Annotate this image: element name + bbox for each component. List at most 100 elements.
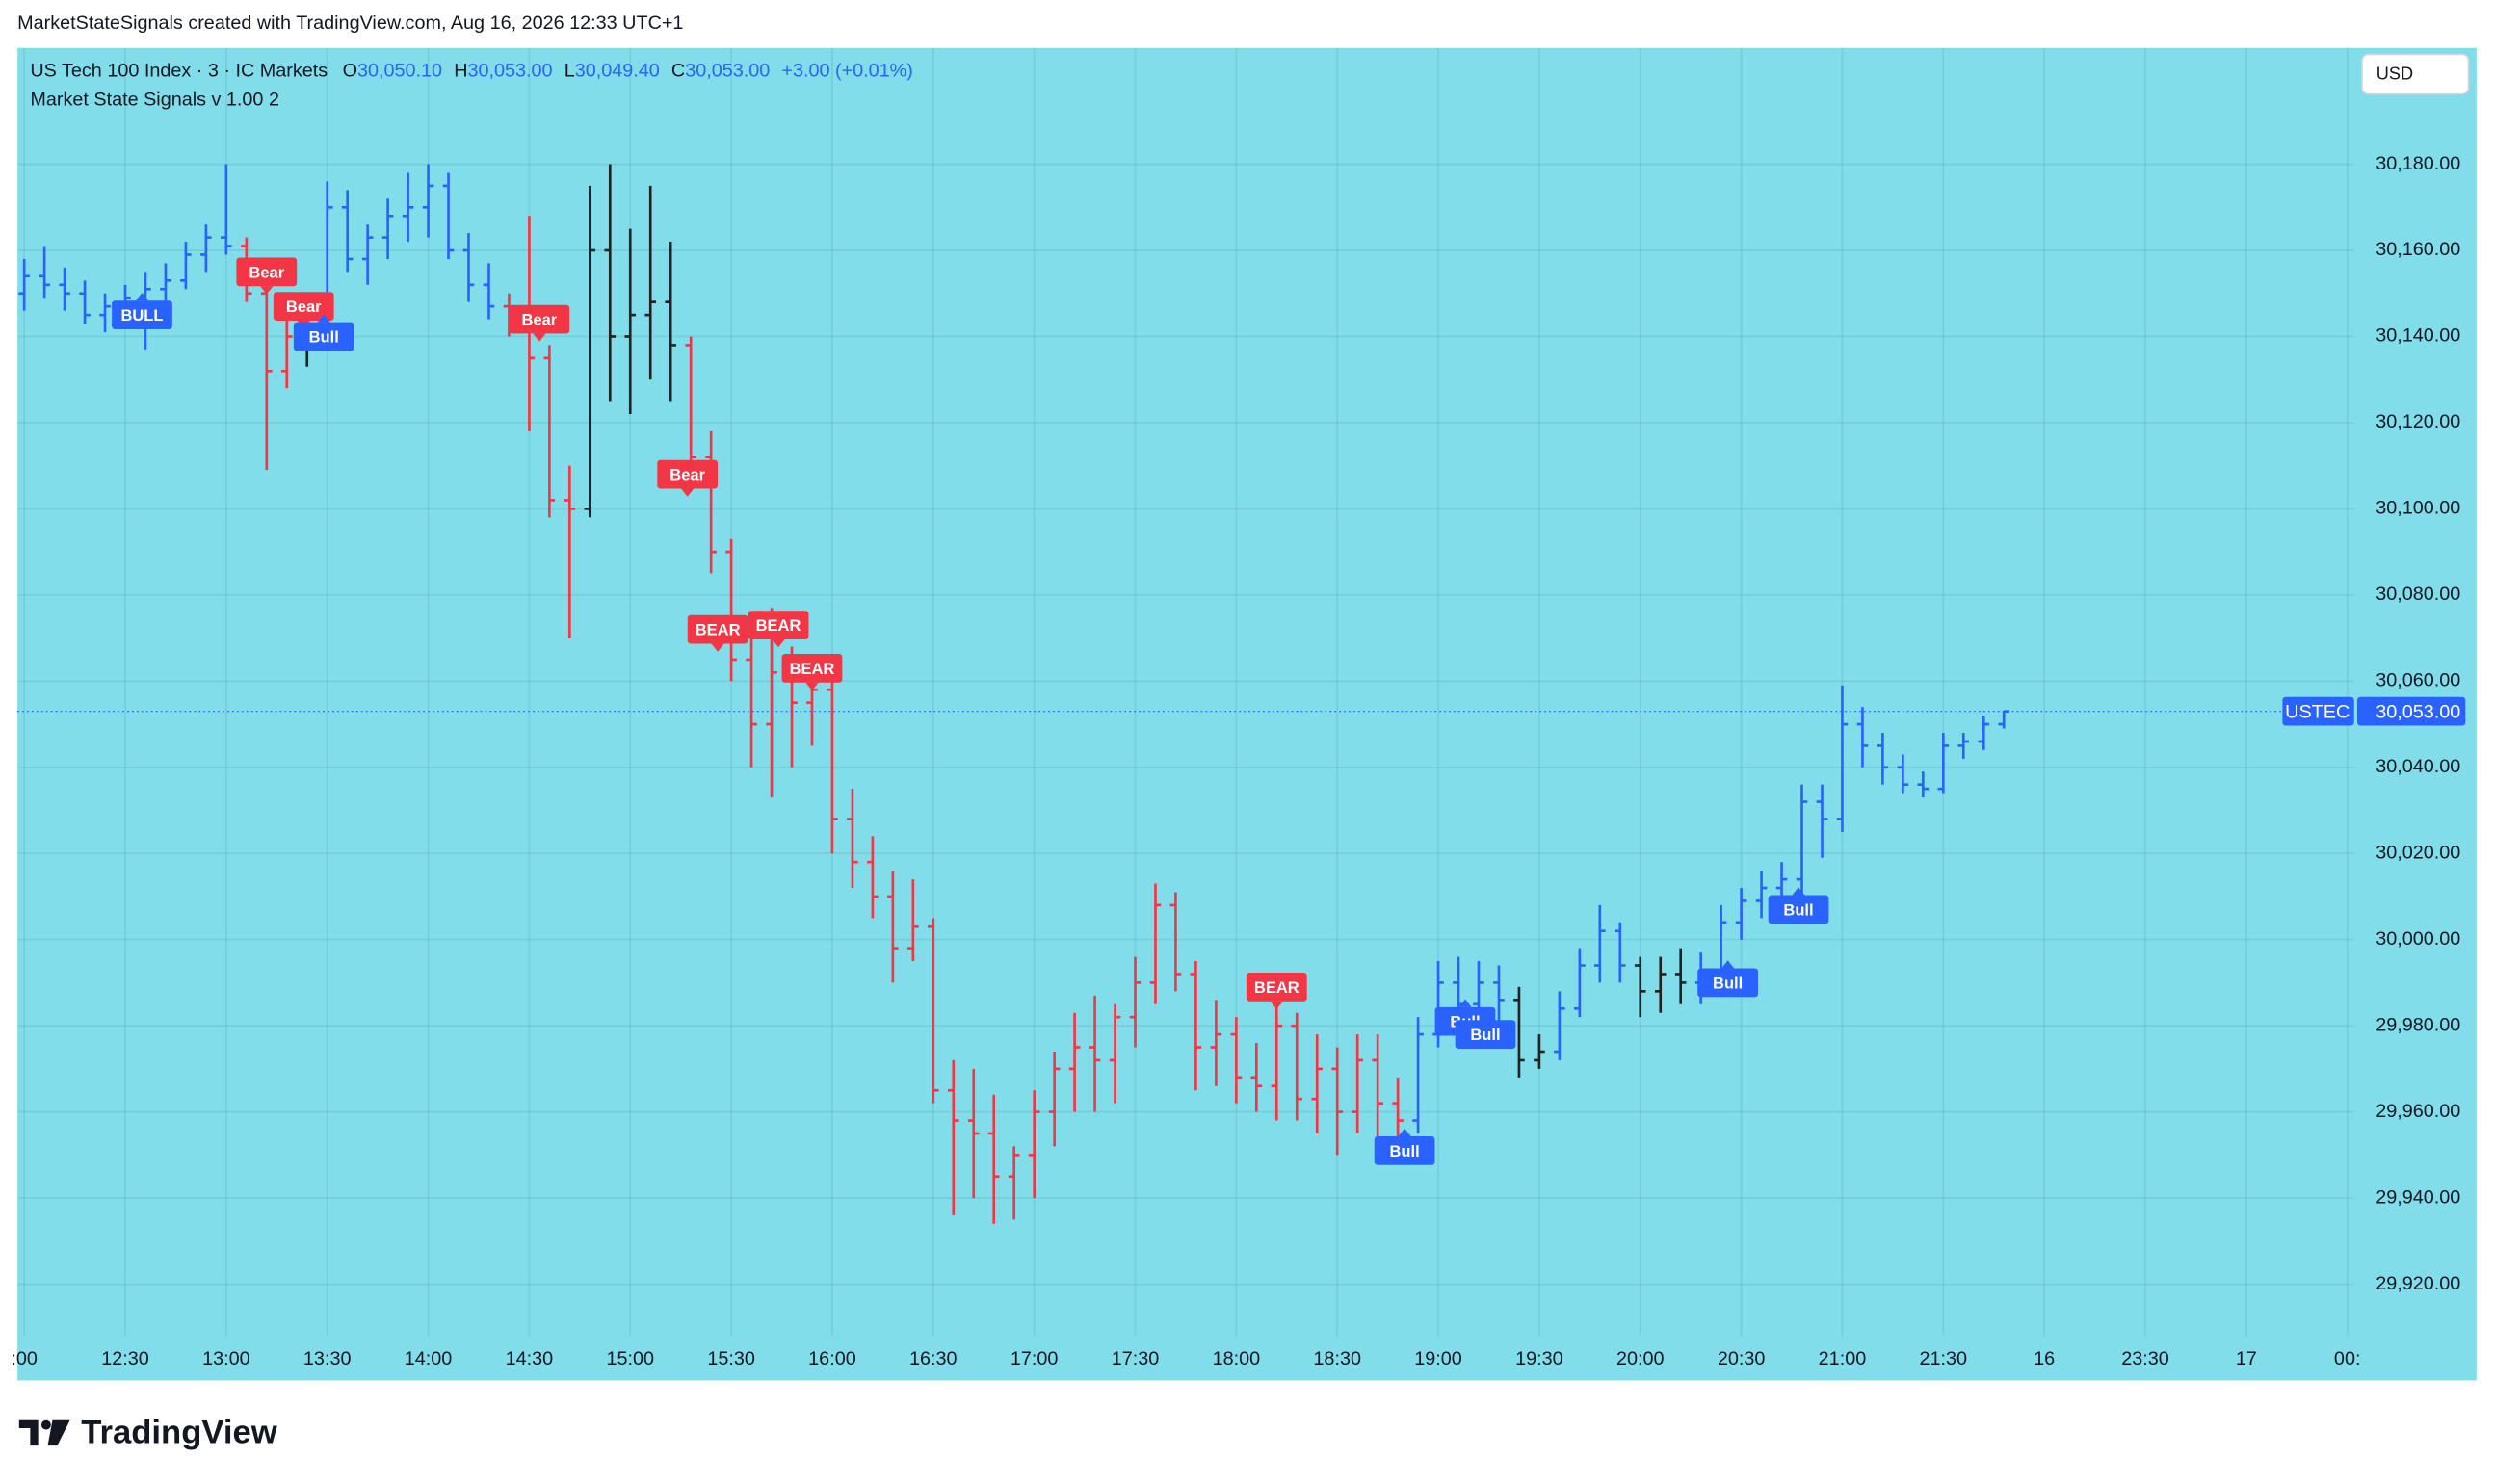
x-tick-label: 17:30 <box>1112 1348 1160 1369</box>
logo-mark <box>47 1419 70 1446</box>
signal-label: BULL <box>112 292 172 329</box>
signal-text: Bull <box>1390 1143 1420 1160</box>
currency-button[interactable] <box>2361 53 2470 95</box>
signal-box <box>1374 1136 1435 1165</box>
signal-box <box>112 300 172 329</box>
signal-text: BEAR <box>1254 979 1300 997</box>
x-tick-label: 16:30 <box>909 1348 958 1369</box>
symbol-title: US Tech 100 Index · 3 · IC Markets <box>30 61 328 82</box>
signal-box <box>748 611 809 640</box>
signal-pointer <box>533 333 546 342</box>
signal-pointer <box>681 488 695 497</box>
signal-pointer <box>1479 1011 1492 1021</box>
ohlc-value: 30,050.10 <box>357 61 442 82</box>
signal-pointer <box>1792 887 1805 896</box>
y-tick-label: 30,140.00 <box>2376 325 2460 347</box>
signal-box <box>236 257 298 287</box>
y-tick-label: 29,940.00 <box>2376 1186 2460 1208</box>
signal-text: Bull <box>1713 975 1743 992</box>
signal-text: Bull <box>1783 901 1813 919</box>
signal-box <box>1246 973 1307 1002</box>
attribution: MarketStateSignals created with TradingV… <box>17 13 683 34</box>
y-tick-label: 30,120.00 <box>2376 411 2460 432</box>
y-tick-label: 30,160.00 <box>2376 239 2460 260</box>
x-tick-label: 14:00 <box>405 1348 453 1369</box>
x-tick-label: 20:30 <box>1718 1348 1766 1369</box>
ohlc-label: O <box>343 61 357 82</box>
signal-text: BEAR <box>790 661 835 678</box>
signal-label: Bear <box>236 257 298 295</box>
symbol-tag <box>2282 696 2354 726</box>
ohlc-value: 30,053.00 <box>468 61 553 82</box>
y-tick-label: 30,040.00 <box>2376 756 2460 777</box>
y-tick-label: 30,180.00 <box>2376 153 2460 174</box>
x-tick-label: 18:00 <box>1213 1348 1261 1369</box>
y-tick-label: 30,020.00 <box>2376 842 2460 863</box>
ohlc-label: H <box>454 61 467 82</box>
y-tick-label: 29,920.00 <box>2376 1273 2460 1294</box>
change: +3.00 (+0.01%) <box>781 61 912 82</box>
ohlc-value: 30,053.00 <box>685 61 770 82</box>
x-tick-label: 13:30 <box>303 1348 352 1369</box>
signal-label: BEAR <box>687 614 748 652</box>
signal-pointer <box>135 292 149 301</box>
signal-text: Bear <box>249 264 284 281</box>
x-tick-label: 00: <box>2334 1348 2361 1369</box>
grid: 29,920.00 29,940.00 29,960.00 29,980.00 30,0… <box>11 47 2460 1369</box>
logo-text: TradingView <box>81 1415 278 1451</box>
x-tick-label: 15:00 <box>606 1348 654 1369</box>
signal-label: Bull <box>1697 960 1758 998</box>
signal-text: BULL <box>120 307 163 325</box>
signal-box <box>1697 968 1758 998</box>
signal-box <box>293 322 354 351</box>
signal-box <box>1768 895 1829 924</box>
signal-label: Bear <box>273 292 334 329</box>
currency[interactable]: USD <box>2376 65 2413 84</box>
y-tick-label: 29,960.00 <box>2376 1101 2460 1122</box>
logo: TradingView <box>18 1415 278 1451</box>
signal-box <box>509 304 570 334</box>
signal-box <box>687 614 748 644</box>
signal-label: BEAR <box>781 654 843 691</box>
signal-label: Bear <box>509 304 570 342</box>
signal-pointer <box>1721 960 1735 969</box>
signal-box <box>781 654 843 683</box>
chart-background <box>17 47 2477 1381</box>
signal-text: BEAR <box>696 622 741 639</box>
x-tick-label: 21:00 <box>1819 1348 1867 1369</box>
x-tick-label: 21:30 <box>1920 1348 1968 1369</box>
ohlc-label: C <box>671 61 685 82</box>
signal-pointer <box>805 682 819 691</box>
signal-label: Bull <box>1455 1011 1516 1049</box>
overlay: USTEC 30,053.00 BULL Bear Bear Bull Bear Bear BE… <box>17 257 2466 1165</box>
signal-label: BEAR <box>1246 973 1307 1010</box>
signal-text: Bull <box>1470 1027 1500 1044</box>
signal-pointer <box>317 314 330 323</box>
x-tick-label: 13:00 <box>202 1348 250 1369</box>
x-tick-label: 17 <box>2236 1348 2257 1369</box>
signal-box <box>273 292 334 322</box>
signal-pointer <box>260 286 274 295</box>
legend: US Tech 100 Index · 3 · IC Markets O30,0… <box>30 61 913 82</box>
y-tick-label: 30,100.00 <box>2376 498 2460 519</box>
x-tick-label: 16 <box>2034 1348 2055 1369</box>
y-tick-label: 30,080.00 <box>2376 584 2460 605</box>
price-tag <box>2357 696 2466 726</box>
x-tick-label: 15:30 <box>707 1348 755 1369</box>
signal-text: BEAR <box>756 617 801 635</box>
signal-box <box>657 459 719 489</box>
x-tick-label: 20:00 <box>1616 1348 1665 1369</box>
x-tick-label: 19:30 <box>1515 1348 1563 1369</box>
signal-pointer <box>1398 1128 1411 1137</box>
indicator-title: Market State Signals v 1.00 2 <box>30 89 279 110</box>
price-tag-text: 30,053.00 <box>2376 702 2460 723</box>
signal-label: Bull <box>293 314 354 351</box>
signal-text: Bull <box>309 328 339 346</box>
signal-label: Bull <box>1768 887 1829 924</box>
x-tick-label: 12:30 <box>101 1348 149 1369</box>
x-tick-label: 23:30 <box>2121 1348 2169 1369</box>
y-tick-label: 29,980.00 <box>2376 1014 2460 1035</box>
logo-mark <box>40 1419 51 1430</box>
signal-label: BEAR <box>748 611 809 648</box>
